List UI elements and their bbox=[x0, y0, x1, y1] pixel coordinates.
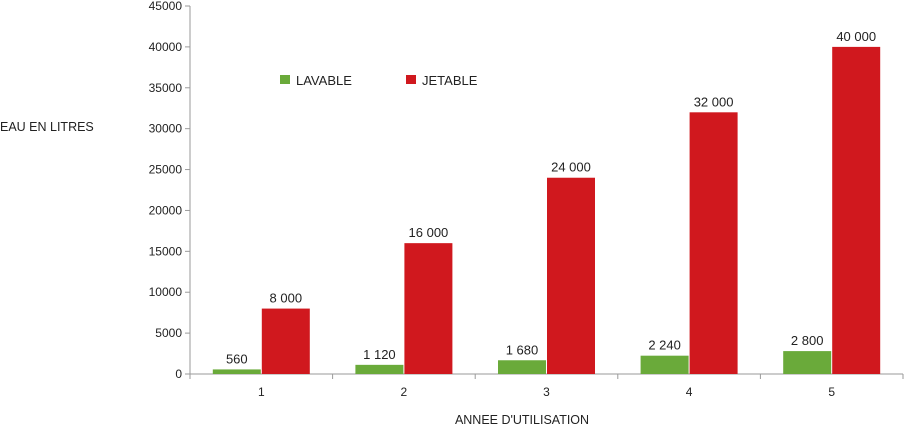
data-label-jetable-5: 40 000 bbox=[836, 29, 876, 44]
legend: LAVABLE JETABLE bbox=[280, 73, 478, 88]
y-tick-label: 20000 bbox=[149, 203, 183, 217]
y-tick-label: 40000 bbox=[149, 40, 183, 54]
y-tick-label: 35000 bbox=[149, 81, 183, 95]
legend-swatch-lavable bbox=[280, 75, 290, 84]
y-tick-label: 30000 bbox=[149, 122, 183, 136]
data-label-lavable-3: 1 680 bbox=[506, 342, 539, 357]
y-tick-label: 25000 bbox=[149, 163, 183, 177]
x-tick-label: 2 bbox=[401, 385, 408, 399]
bar-lavable-4 bbox=[640, 355, 689, 374]
data-label-jetable-1: 8 000 bbox=[270, 291, 303, 306]
bar-jetable-2 bbox=[404, 243, 453, 374]
bar-lavable-5 bbox=[783, 351, 832, 374]
bar-jetable-3 bbox=[547, 177, 595, 374]
legend-label-lavable: LAVABLE bbox=[296, 73, 352, 88]
axes: 0 5000 10000 15000 20000 25000 30000 35000 40000… bbox=[149, 0, 904, 399]
y-tick-label: 10000 bbox=[149, 285, 183, 299]
bar-lavable-2 bbox=[355, 364, 404, 374]
data-label-lavable-2: 1 120 bbox=[363, 347, 396, 362]
bar-jetable-5 bbox=[832, 46, 881, 375]
x-tick-label: 4 bbox=[686, 385, 693, 399]
y-axis-title: EAU EN LITRES bbox=[0, 120, 94, 134]
x-tick-label: 3 bbox=[543, 385, 550, 399]
data-labels: 560 8 000 1 120 16 000 1 680 24 000 2 240 32 00… bbox=[226, 29, 876, 367]
bar-lavable-1 bbox=[212, 369, 261, 374]
data-label-jetable-4: 32 000 bbox=[694, 94, 734, 109]
data-label-lavable-1: 560 bbox=[226, 351, 248, 366]
x-tick-label: 1 bbox=[258, 385, 265, 399]
y-tick-label: 0 bbox=[175, 367, 182, 381]
bar-jetable-4 bbox=[689, 112, 738, 375]
y-tick-label: 15000 bbox=[149, 244, 183, 258]
x-tick-label: 5 bbox=[828, 385, 835, 399]
data-label-lavable-5: 2 800 bbox=[791, 333, 824, 348]
bar-lavable-3 bbox=[498, 360, 546, 374]
bar-jetable-1 bbox=[261, 308, 310, 374]
y-tick-label: 5000 bbox=[155, 326, 182, 340]
bars bbox=[212, 46, 881, 375]
y-tick-label: 45000 bbox=[149, 0, 183, 13]
legend-label-jetable: JETABLE bbox=[422, 73, 478, 88]
x-axis-title: ANNEE D'UTILISATION bbox=[455, 413, 589, 426]
data-label-jetable-2: 16 000 bbox=[409, 225, 449, 240]
data-label-lavable-4: 2 240 bbox=[648, 338, 681, 353]
data-label-jetable-3: 24 000 bbox=[551, 160, 591, 175]
legend-swatch-jetable bbox=[406, 75, 416, 84]
